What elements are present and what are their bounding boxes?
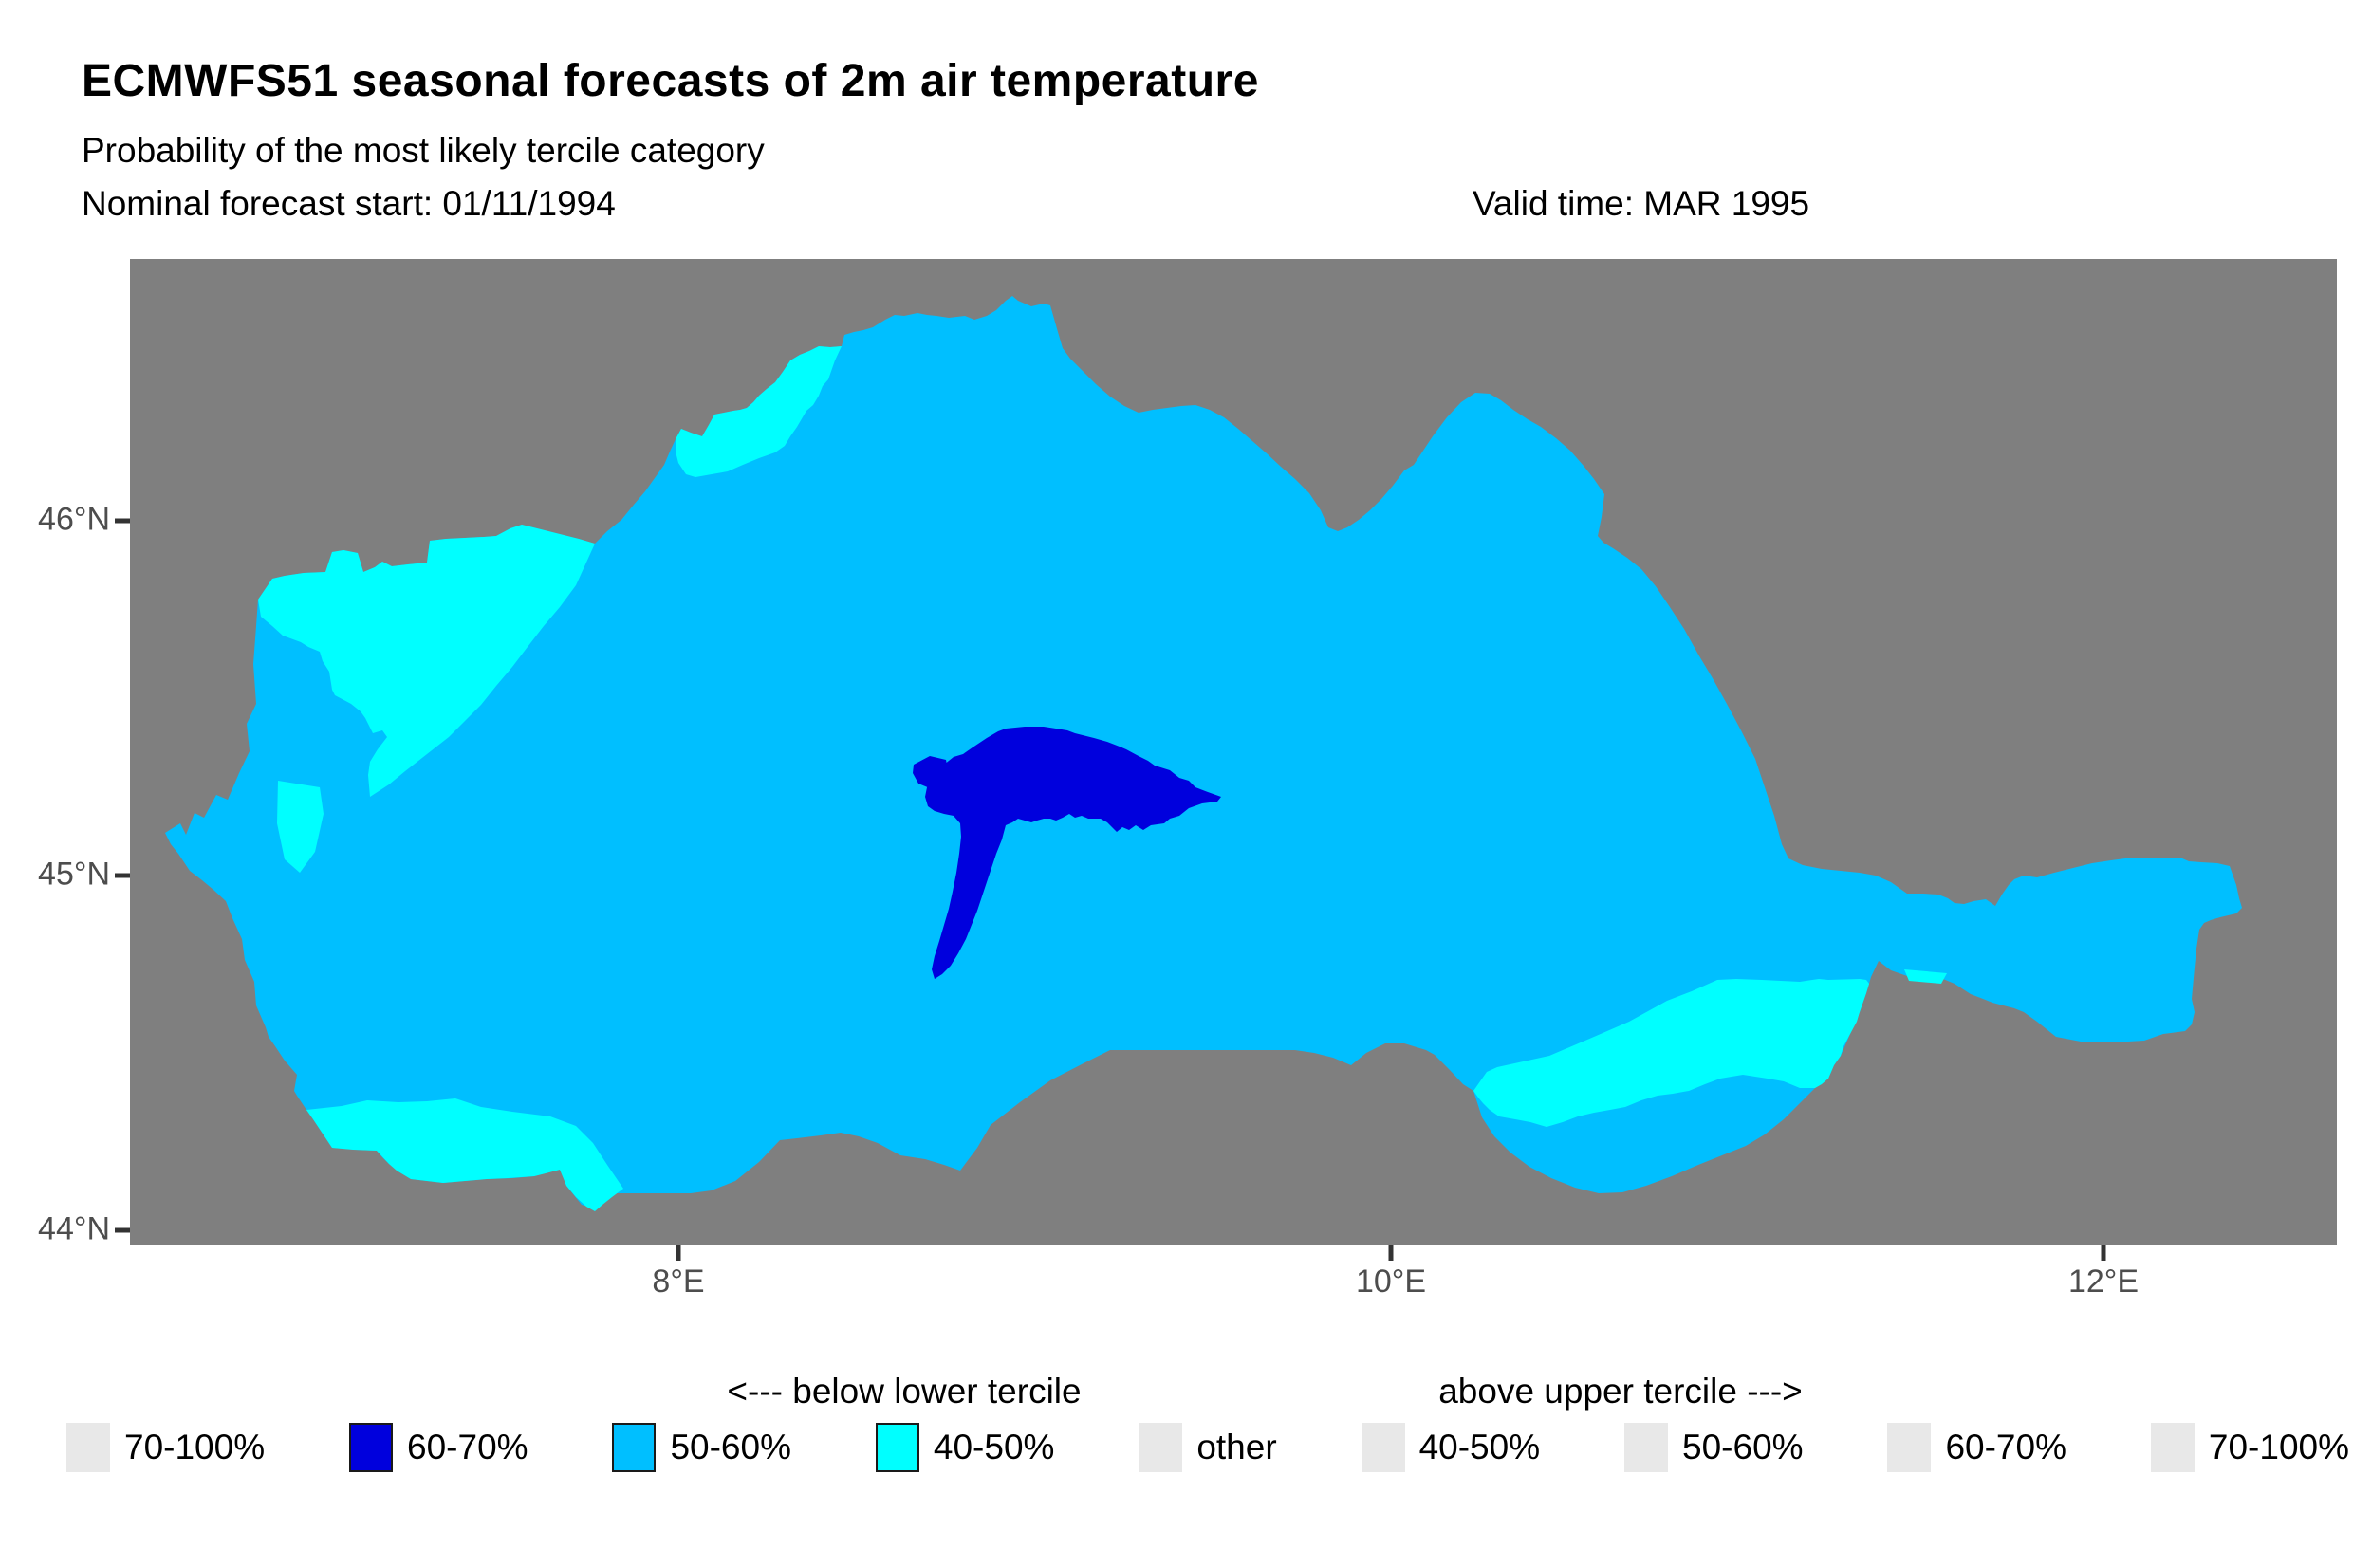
legend-item: 50-60% <box>612 1423 791 1472</box>
strip-sw-below-40-50 <box>306 1098 623 1211</box>
y-tick-mark <box>115 1227 130 1233</box>
legend-item: 60-70% <box>349 1423 528 1472</box>
patch-se-below-40-50 <box>1473 979 1869 1127</box>
legend-item: 70-100% <box>2150 1423 2349 1472</box>
x-tick-mark <box>1388 1245 1394 1261</box>
blob-west-appendage-below-60-70 <box>913 756 948 788</box>
x-tick-label: 10°E <box>1355 1264 1427 1300</box>
legend-label: 40-50% <box>933 1428 1055 1467</box>
legend-swatch <box>875 1423 919 1472</box>
y-tick-mark <box>115 873 130 878</box>
legend-label: 70-100% <box>2208 1428 2349 1467</box>
legend-swatch <box>66 1423 110 1472</box>
legend-heading-above-tercile: above upper tercile ---> <box>1438 1372 1803 1411</box>
x-tick-label: 8°E <box>652 1264 705 1300</box>
legend-swatch <box>1361 1423 1405 1472</box>
legend-swatch <box>1139 1423 1183 1472</box>
legend-item: 70-100% <box>66 1423 265 1472</box>
legend-items: 70-100% 60-70% 50-60% 40-50% other 40-50% 50-6… <box>66 1423 2349 1472</box>
page-title: ECMWFS51 seasonal forecasts of 2m air te… <box>82 56 1259 106</box>
legend-item: 60-70% <box>1887 1423 2066 1472</box>
legend-label: 40-50% <box>1418 1428 1541 1467</box>
x-tick-label: 12°E <box>2067 1264 2140 1300</box>
legend-label: 50-60% <box>1682 1428 1804 1467</box>
legend-swatch <box>1887 1423 1932 1472</box>
subtitle: Probability of the most likely tercile c… <box>82 131 765 170</box>
legend-swatch <box>612 1423 657 1472</box>
patch-west-small-below-40-50 <box>277 781 324 873</box>
legend-item: 50-60% <box>1624 1423 1804 1472</box>
y-tick-mark <box>115 518 130 524</box>
legend-swatch <box>1624 1423 1669 1472</box>
y-tick-label: 46°N <box>38 501 110 538</box>
legend-item: other <box>1139 1423 1277 1472</box>
x-tick-mark <box>2101 1245 2106 1261</box>
forecast-start-label: Nominal forecast start: 01/11/1994 <box>82 184 616 223</box>
legend-label: 60-70% <box>1945 1428 2066 1467</box>
legend-label: 50-60% <box>670 1428 791 1467</box>
crescent-north-below-40-50 <box>676 346 842 477</box>
legend-swatch <box>2150 1423 2195 1472</box>
legend-label: 60-70% <box>407 1428 528 1467</box>
legend-label: 70-100% <box>124 1428 266 1467</box>
legend-heading-below-tercile: <--- below lower tercile <box>727 1372 1082 1411</box>
y-tick-label: 45°N <box>38 856 110 893</box>
fringe-neck-below-40-50 <box>1904 969 1947 984</box>
y-tick-label: 44°N <box>38 1210 110 1247</box>
valid-time-label: Valid time: MAR 1995 <box>1473 184 1810 223</box>
patch-nw-below-40-50 <box>258 525 595 797</box>
blob-center-below-60-70 <box>925 727 1221 979</box>
x-tick-mark <box>676 1245 681 1261</box>
map-svg <box>130 259 2337 1245</box>
map-panel <box>130 259 2337 1245</box>
legend-item: 40-50% <box>1361 1423 1541 1472</box>
legend-swatch <box>349 1423 394 1472</box>
legend-item: 40-50% <box>875 1423 1055 1472</box>
legend-label: other <box>1196 1428 1277 1467</box>
